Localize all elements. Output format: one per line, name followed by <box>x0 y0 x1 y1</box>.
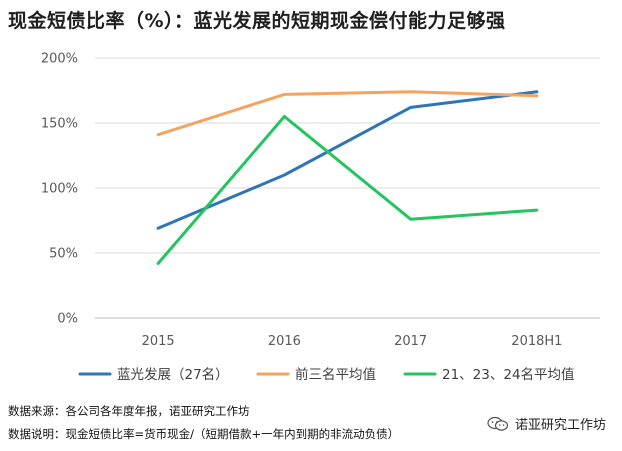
brand-watermark: 诺亚研究工作坊 <box>487 414 606 433</box>
x-axis-ticks: 2015 2016 2017 2018H1 <box>142 334 563 349</box>
legend: 蓝光发展（27名） 前三名平均值 21、23、24名平均值 <box>78 366 575 383</box>
series-line-0 <box>156 90 539 230</box>
y-axis-ticks: 0% 50% 100% 150% 200% <box>41 52 78 327</box>
x-tick-label: 2017 <box>394 334 427 349</box>
wechat-icon <box>487 416 509 431</box>
x-tick-label: 2016 <box>268 334 301 349</box>
line-chart: 0% 50% 100% 150% 200% 2015 2016 2017 2018H1 蓝光发… <box>41 52 600 383</box>
definition-note: 数据说明：现金短债比率=货币现金/（短期借款+一年内到期的非流动负债） <box>8 427 400 441</box>
y-tick-label: 0% <box>57 312 78 327</box>
x-tick-label: 2018H1 <box>511 334 562 349</box>
legend-label: 蓝光发展（27名） <box>117 367 229 383</box>
gridlines <box>95 57 600 319</box>
series-lines <box>156 90 539 265</box>
brand-label: 诺亚研究工作坊 <box>514 418 606 433</box>
source-note: 数据来源：各公司各年度年报，诺亚研究工作坊 <box>8 404 250 418</box>
y-tick-label: 50% <box>49 247 78 262</box>
series-line-1 <box>156 90 539 137</box>
y-tick-label: 200% <box>41 52 78 67</box>
chart-title: 现金短债比率（%）：蓝光发展的短期现金偿付能力足够强 <box>8 10 506 32</box>
legend-label: 前三名平均值 <box>295 366 376 383</box>
y-tick-label: 100% <box>41 182 78 197</box>
series-line-2 <box>156 115 539 265</box>
x-tick-label: 2015 <box>142 334 175 349</box>
legend-label: 21、23、24名平均值 <box>442 367 575 383</box>
y-tick-label: 150% <box>41 117 78 132</box>
